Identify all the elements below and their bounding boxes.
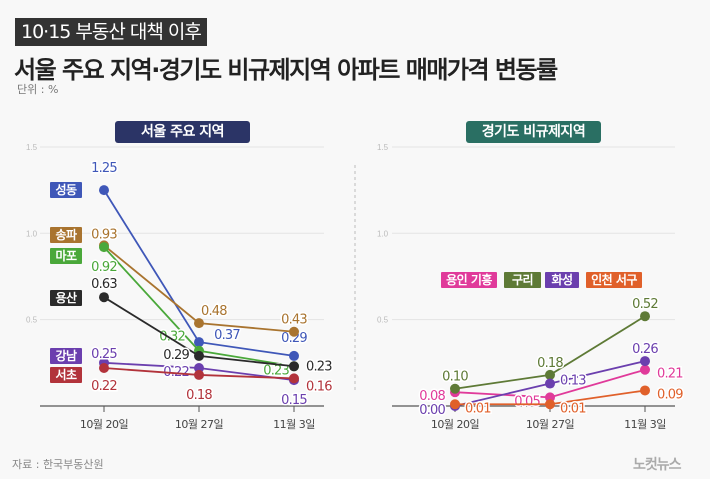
data-label: 0.48 [201, 304, 227, 319]
y-tick-label: 0.5 [26, 316, 38, 325]
data-label: 0.18 [537, 356, 563, 371]
data-point [194, 369, 204, 380]
data-point [194, 337, 204, 348]
data-label: 0.09 [657, 387, 683, 402]
page-title: 서울 주요 지역·경기도 비규제지역 아파트 매매가격 변동률 [14, 56, 558, 84]
data-label: 0.00 [419, 403, 445, 418]
series-tag-화성: 화성 [545, 272, 579, 288]
data-point [99, 292, 109, 303]
source-label: 자료 : 한국부동산원 [12, 458, 104, 471]
data-point [545, 399, 555, 410]
data-label: 0.01 [465, 401, 491, 416]
series-서초: 0.22 0.18 0.16 [90, 363, 335, 404]
series-tag-강남: 강남 [50, 348, 82, 364]
data-label: 0.25 [91, 347, 117, 362]
data-point [450, 383, 460, 394]
series-tag-마포: 마포 [50, 248, 82, 264]
series-tag-용인 기흥: 용인 기흥 [441, 272, 497, 288]
series-용산: 0.63 0.29 0.23 [90, 276, 335, 376]
data-point [640, 385, 650, 396]
data-point [545, 392, 555, 403]
data-point [450, 399, 460, 410]
series-line [103, 189, 295, 357]
x-tick-label: 10월 27일 [175, 417, 224, 431]
data-label: 0.52 [632, 297, 658, 312]
data-label: 0.18 [186, 388, 212, 403]
series-tag-성동: 성동 [50, 182, 82, 198]
data-label: 0.26 [632, 342, 658, 357]
data-point [194, 350, 204, 361]
series-tag-송파: 송파 [50, 227, 82, 243]
data-point [545, 369, 555, 380]
y-tick-label: 1.0 [377, 229, 389, 238]
data-point [289, 361, 299, 372]
data-label: 0.23 [263, 363, 289, 378]
series-인천 서구: 0.01 0.01 0.09 [450, 385, 686, 418]
x-tick-label: 10월 20일 [80, 417, 129, 431]
data-label: 0.29 [281, 331, 307, 346]
data-label: 0.93 [91, 227, 117, 242]
data-label: 0.63 [91, 277, 117, 292]
kicker-label: 10·15 부동산 대책 이후 [15, 18, 207, 46]
nocut-news-logo: 노컷뉴스 [633, 457, 682, 473]
series-용인 기흥: 0.08 0.05 0.21 [418, 364, 686, 411]
data-point [194, 363, 204, 374]
data-point [99, 185, 109, 196]
data-label: 0.05 [514, 394, 540, 409]
data-label: 1.25 [91, 161, 117, 176]
series-tag-인천 서구: 인천 서구 [586, 272, 642, 288]
data-label: 0.10 [442, 370, 468, 385]
data-label: 0.08 [419, 389, 445, 404]
chart-title-1: 경기도 비규제지역 [466, 121, 601, 143]
x-tick-label: 10월 20일 [431, 417, 480, 431]
data-label: 0.13 [560, 374, 586, 389]
x-tick-label: 10월 27일 [526, 417, 575, 431]
data-point [194, 318, 204, 329]
y-tick-label: 0.5 [377, 316, 389, 325]
data-point [99, 363, 109, 374]
data-label: 0.15 [281, 393, 307, 408]
x-tick-label: 11월 3일 [624, 417, 666, 431]
data-point [545, 378, 555, 389]
unit-label: 단위 : % [17, 83, 59, 96]
y-tick-label: 1.5 [377, 143, 389, 152]
data-point [640, 356, 650, 367]
series-강남: 0.25 0.22 0.15 [90, 345, 310, 409]
series-성동: 1.25 0.37 0.29 [90, 160, 310, 361]
series-송파: 0.93 0.48 0.43 [90, 226, 310, 337]
data-point [289, 350, 299, 361]
series-tag-용산: 용산 [50, 290, 82, 306]
y-tick-label: 1.5 [26, 143, 38, 152]
series-tag-서초: 서초 [50, 367, 82, 383]
series-구리: 0.10 0.18 0.52 [441, 296, 660, 394]
data-label: 0.16 [306, 379, 332, 394]
data-label: 0.43 [281, 313, 307, 328]
data-point [289, 326, 299, 337]
x-tick-label: 11월 3일 [273, 417, 315, 431]
data-label: 0.21 [657, 367, 683, 382]
y-tick-label: 1.0 [26, 229, 38, 238]
data-point [640, 364, 650, 375]
data-label: 0.22 [91, 379, 117, 394]
chart-title-0: 서울 주요 지역 [115, 121, 250, 143]
data-label: 0.92 [91, 260, 117, 275]
data-point [640, 311, 650, 322]
data-label: 0.01 [560, 401, 586, 416]
data-label: 0.32 [159, 330, 185, 345]
data-label: 0.23 [306, 359, 332, 374]
data-point [99, 242, 109, 253]
data-label: 0.29 [163, 348, 189, 363]
data-point [289, 373, 299, 384]
series-tag-구리: 구리 [504, 272, 541, 288]
data-label: 0.37 [214, 328, 240, 343]
